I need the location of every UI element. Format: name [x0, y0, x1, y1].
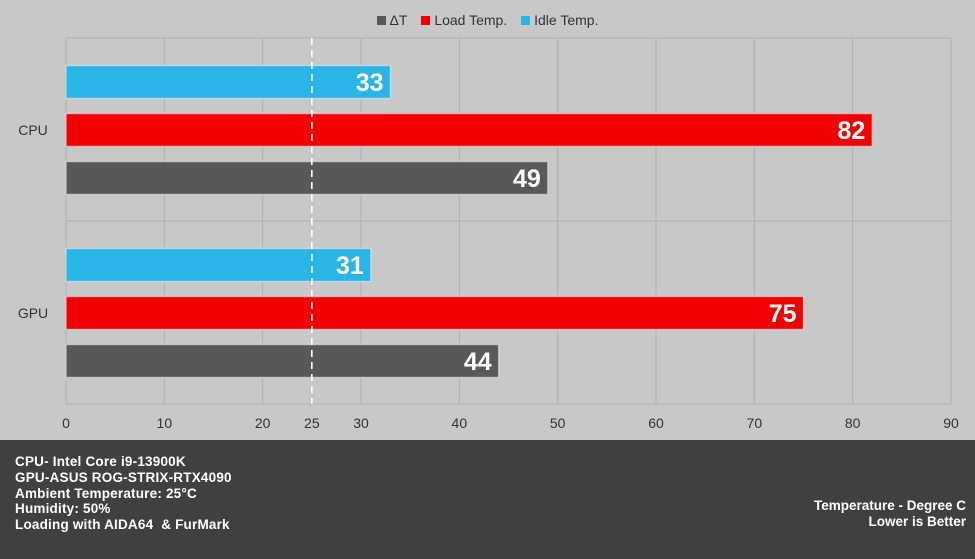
x-tick-label-30: 30	[353, 415, 369, 431]
note-cpu: CPU- Intel Core i9-13900K	[15, 454, 186, 469]
legend-label-idle: Idle Temp.	[534, 12, 599, 28]
data-label-idle-temp-cpu: 33	[356, 69, 384, 97]
legend-swatch-delta	[376, 16, 386, 25]
legend-item-idle: Idle Temp.	[521, 12, 598, 28]
x-tick-label-10: 10	[157, 415, 173, 431]
note-humidity: Humidity: 50%	[15, 501, 111, 517]
legend-swatch-load	[421, 16, 431, 25]
x-tick-label-90: 90	[943, 415, 959, 431]
test-setup-notes: CPU- Intel Core i9-13900K GPU-ASUS ROG-S…	[15, 454, 232, 533]
bar-idle-temp-cpu	[65, 64, 392, 100]
data-label-load-temp-cpu: 82	[838, 117, 866, 145]
x-tick-label-25: 25	[304, 415, 320, 431]
footer-panel: CPU- Intel Core i9-13900K GPU-ASUS ROG-S…	[0, 440, 975, 559]
chart-area: ΔT Load Temp. Idle Temp. 33 82 49 CPU 31 75 44…	[0, 12, 975, 431]
note-ambient: Ambient Temperature: 25°C	[15, 485, 197, 501]
units-note: Temperature - Degree C Lower is Better	[814, 498, 966, 530]
data-label-load-temp-gpu: 75	[769, 300, 797, 328]
x-tick-label-80: 80	[845, 415, 861, 431]
x-tick-label-0: 0	[62, 415, 70, 431]
legend-item-delta: ΔT	[376, 12, 408, 28]
x-tick-label-20: 20	[255, 415, 271, 431]
bar-t-gpu	[65, 343, 500, 379]
x-tick-label-60: 60	[648, 415, 664, 431]
unit-note: Temperature - Degree C	[813, 498, 966, 513]
category-label-cpu: CPU	[18, 122, 48, 138]
note-gpu: GPU-ASUS ROG-STRIX-RTX4090	[15, 469, 232, 485]
category-label-gpu: GPU	[18, 305, 48, 321]
bar-t-cpu	[65, 160, 549, 196]
legend-swatch-idle	[521, 16, 531, 25]
data-label-idle-temp-gpu: 31	[336, 252, 364, 280]
legend-item-load: Load Temp.	[421, 12, 507, 28]
legend-label-delta: ΔT	[389, 12, 408, 28]
bar-load-temp-cpu	[65, 112, 874, 148]
bar-idle-temp-gpu	[65, 247, 372, 283]
legend-label-load: Load Temp.	[434, 12, 508, 28]
x-tick-label-50: 50	[550, 415, 566, 431]
data-label-t-cpu: 49	[513, 165, 541, 193]
direction-note: Lower is Better	[868, 514, 966, 529]
x-tick-label-40: 40	[452, 415, 468, 431]
data-label-t-gpu: 44	[464, 348, 492, 376]
note-loading: Loading with AIDA64 & FurMark	[15, 517, 230, 533]
chart-legend: ΔT Load Temp. Idle Temp.	[0, 12, 975, 28]
bar-chart: 33 82 49 CPU 31 75 44 GPU 0 10 20 25 30 40 50 60 70 80 90	[18, 37, 959, 431]
x-tick-label-70: 70	[747, 415, 763, 431]
bar-load-temp-gpu	[65, 295, 805, 331]
